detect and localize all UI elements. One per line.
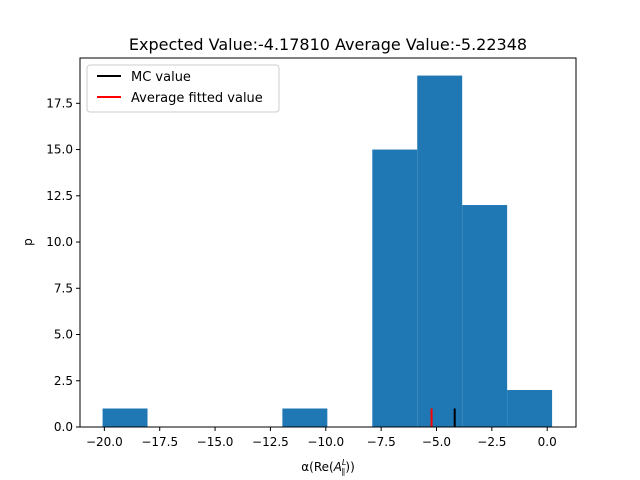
x-axis-label: α(Re(AL ∥)) (301, 458, 355, 476)
y-tick-label: 10.0 (46, 235, 73, 249)
histogram-bar (507, 390, 553, 427)
x-tick-label: −17.5 (141, 435, 178, 449)
reference-lines (430, 408, 456, 427)
x-axis-ticks: −20.0 −17.5 −15.0 −12.5 −10.0 −7.5 −5.0 −2.5 0.0 (86, 427, 557, 449)
histogram-bar (417, 75, 463, 428)
y-tick-label: 0.0 (54, 420, 73, 434)
x-tick-label: −7.5 (367, 435, 396, 449)
x-tick-label: 0.0 (538, 435, 557, 449)
histogram-bars (102, 75, 553, 428)
y-tick-label: 7.5 (54, 281, 73, 295)
y-tick-label: 15.0 (46, 143, 73, 157)
x-tick-label: −20.0 (86, 435, 123, 449)
legend: MC value Average fitted value (86, 64, 280, 113)
chart-title: Expected Value:-4.17810 Average Value:-5… (129, 35, 527, 54)
y-tick-label: 12.5 (46, 189, 73, 203)
x-tick-label: −2.5 (477, 435, 506, 449)
x-tick-label: −15.0 (197, 435, 234, 449)
histogram-bar (102, 408, 148, 427)
x-tick-label: −5.0 (422, 435, 451, 449)
histogram-bar (282, 408, 328, 427)
y-tick-label: 5.0 (54, 328, 73, 342)
histogram-bar (462, 205, 508, 427)
x-tick-label: −10.0 (307, 435, 344, 449)
y-axis-label: p (21, 238, 35, 246)
x-tick-label: −12.5 (252, 435, 289, 449)
legend-label-average-fitted-value: Average fitted value (131, 91, 263, 106)
y-tick-label: 17.5 (46, 96, 73, 110)
legend-label-mc-value: MC value (131, 70, 191, 85)
histogram-bar (372, 149, 418, 427)
y-axis-ticks: 0.0 2.5 5.0 7.5 10.0 12.5 15.0 17.5 (46, 96, 80, 434)
y-tick-label: 2.5 (54, 374, 73, 388)
legend-box (86, 64, 280, 113)
